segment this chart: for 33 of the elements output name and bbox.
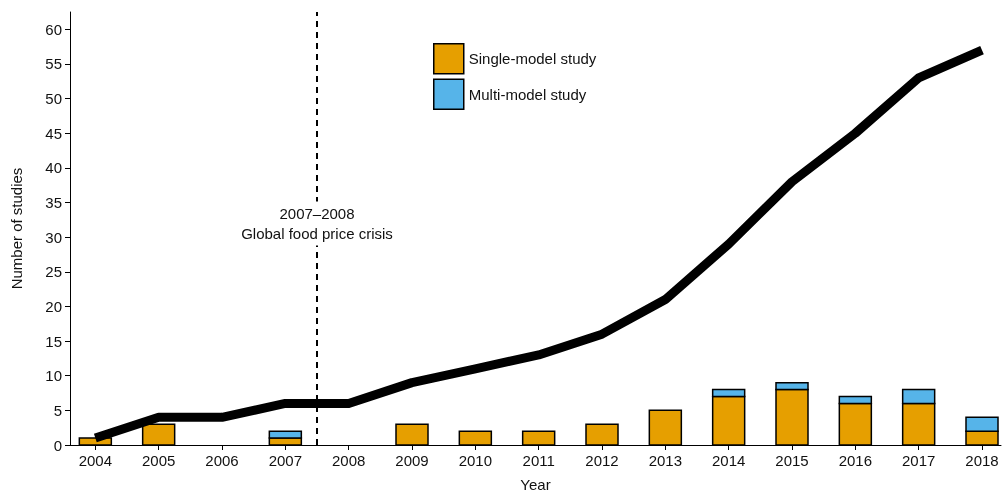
y-tick-label: 20 (45, 297, 62, 315)
y-tick-label: 60 (45, 20, 62, 38)
y-tick-label: 30 (45, 228, 62, 246)
x-tick-label: 2009 (395, 452, 429, 469)
x-tick-label: 2004 (78, 452, 113, 469)
x-tick-label: 2013 (648, 452, 683, 469)
y-tick-label: 40 (45, 159, 62, 177)
x-tick-label: 2006 (205, 452, 239, 469)
y-tick-label: 25 (45, 263, 62, 281)
x-axis-title: Year (520, 476, 551, 493)
x-tick-label: 2012 (585, 452, 619, 469)
legend-label: Single-model study (468, 50, 597, 68)
x-tick-label: 2016 (838, 452, 873, 469)
x-tick-label: 2015 (775, 452, 809, 469)
y-tick-label: 10 (45, 367, 62, 385)
x-tick-label: 2008 (331, 452, 366, 469)
x-tick-label: 2005 (141, 452, 176, 469)
y-tick-label: 0 (53, 436, 62, 454)
x-tick-label: 2007 (268, 452, 303, 469)
legend-label: Multi-model study (468, 85, 587, 103)
y-tick-label: 55 (45, 55, 62, 73)
ref-line-label: 2007–2008 Global food price crisis (241, 205, 393, 242)
x-tick-label: 2014 (711, 452, 746, 469)
x-tick-label: 2011 (522, 452, 555, 469)
x-tick-label: 2017 (901, 452, 936, 469)
y-tick-label: 45 (45, 124, 62, 142)
y-tick-label: 50 (45, 90, 62, 108)
x-tick-label: 2010 (458, 452, 493, 469)
y-tick-label: 35 (45, 194, 62, 212)
x-tick-label: 2018 (965, 452, 999, 469)
y-axis-title: Number of studies (8, 167, 25, 290)
y-tick-label: 5 (53, 401, 62, 419)
y-tick-label: 15 (45, 332, 62, 350)
